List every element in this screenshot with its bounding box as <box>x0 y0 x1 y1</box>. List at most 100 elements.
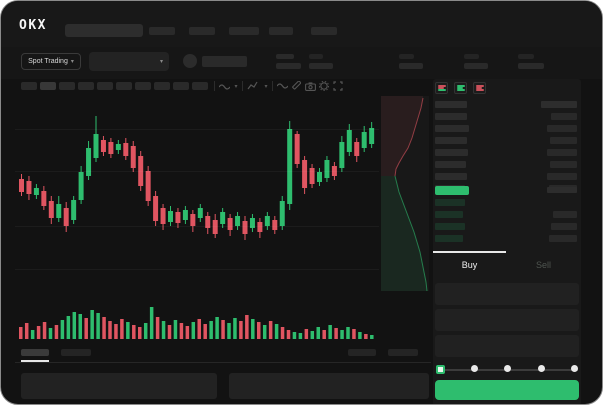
bottom-tab-2[interactable] <box>61 349 91 356</box>
stat-change-label <box>309 54 323 59</box>
ask-row-amount <box>547 149 577 156</box>
top-nav: OKX <box>1 1 602 47</box>
bid-row-price[interactable] <box>435 199 465 206</box>
amount-slider[interactable] <box>436 365 578 378</box>
slider-handle[interactable] <box>436 365 445 374</box>
nav-item-1[interactable] <box>149 27 175 35</box>
slider-stop-50pct[interactable] <box>504 365 511 372</box>
timeframe-button-1[interactable] <box>21 82 37 90</box>
orderbook-view-asks-icon[interactable] <box>473 82 486 94</box>
bottom-tab-active[interactable] <box>21 349 49 356</box>
timeframe-button-2[interactable] <box>40 82 56 90</box>
ask-row-price[interactable] <box>435 125 469 132</box>
wave-tool-icon[interactable] <box>276 80 288 92</box>
stat-low-label <box>464 54 479 59</box>
orderbook-col-amount <box>541 101 577 108</box>
timeframe-button-9[interactable] <box>173 82 189 90</box>
chevron-down-icon: ▾ <box>159 58 163 65</box>
ask-row-amount <box>547 173 577 180</box>
stat-change-value <box>309 63 333 69</box>
stat-high-value <box>399 63 423 69</box>
amount-input[interactable] <box>435 309 579 331</box>
orderbook-col-price <box>435 101 467 108</box>
ticker-bar: Spot Trading ▾ ▾ <box>1 47 602 79</box>
okx-logo: OKX <box>19 18 47 33</box>
ask-row-price[interactable] <box>435 113 467 120</box>
camera-screenshot-icon[interactable] <box>304 80 316 92</box>
timeframe-button-6[interactable] <box>116 82 132 90</box>
price-chart[interactable] <box>15 96 379 291</box>
stat-low-value <box>464 63 488 69</box>
bid-row-price[interactable] <box>435 223 465 230</box>
market-type-selector[interactable]: Spot Trading ▾ <box>21 53 81 70</box>
timeframe-button-7[interactable] <box>135 82 151 90</box>
ask-row-price[interactable] <box>435 161 466 168</box>
active-tab-underline <box>21 360 49 362</box>
bid-row-price[interactable] <box>435 235 463 242</box>
ask-row-amount <box>550 137 577 144</box>
coin-icon <box>183 54 197 68</box>
tab-buy[interactable]: Buy <box>461 260 478 270</box>
timeframe-button-8[interactable] <box>154 82 170 90</box>
volume-series <box>19 307 374 339</box>
slider-stop-100pct[interactable] <box>571 365 578 372</box>
candlestick-series <box>19 116 375 240</box>
orders-table-right <box>229 373 429 399</box>
search-input[interactable] <box>65 24 143 37</box>
line-type-icon[interactable] <box>218 80 230 92</box>
chart-toolbar: ▾ ▾ <box>1 79 431 95</box>
orderbook-trade-panel: Buy Sell <box>433 79 581 404</box>
depth-chart[interactable] <box>381 96 429 291</box>
bottom-panel-action-2[interactable] <box>388 349 418 356</box>
settings-gear-icon[interactable] <box>318 80 330 92</box>
ask-row-amount <box>547 125 577 132</box>
last-price-value <box>276 63 301 69</box>
trade-tabs: Buy Sell <box>433 251 581 275</box>
orderbook-view-all-icon[interactable] <box>435 82 448 94</box>
bottom-panel <box>1 345 431 404</box>
bid-row-price[interactable] <box>435 211 463 218</box>
ask-row-price[interactable] <box>435 173 467 180</box>
nav-item-4[interactable] <box>269 27 293 35</box>
price-input[interactable] <box>435 283 579 305</box>
timeframe-button-10[interactable] <box>192 82 208 90</box>
ask-row-amount <box>550 161 577 168</box>
slider-stop-75pct[interactable] <box>537 365 545 372</box>
ask-row-price[interactable] <box>435 149 468 156</box>
ask-row-amount <box>551 113 577 120</box>
bid-row-amount <box>549 235 577 242</box>
bottom-tab-bar <box>15 345 431 363</box>
tab-sell[interactable]: Sell <box>535 260 551 270</box>
last-price-label <box>276 54 294 59</box>
nav-item-5[interactable] <box>311 27 337 35</box>
stat-volume-value <box>518 63 544 69</box>
timeframe-button-5[interactable] <box>97 82 113 90</box>
bid-row-amount <box>553 211 577 218</box>
nav-item-2[interactable] <box>189 27 215 35</box>
bottom-panel-action-1[interactable] <box>348 349 376 356</box>
total-input[interactable] <box>435 335 579 357</box>
pair-selector[interactable]: ▾ <box>89 52 169 71</box>
last-price-amount-bar <box>547 187 577 193</box>
buy-tab-indicator <box>433 251 506 253</box>
orderbook-view-bids-icon[interactable] <box>454 82 467 94</box>
timeframe-button-4[interactable] <box>78 82 94 90</box>
orders-table-left <box>21 373 217 399</box>
fullscreen-icon[interactable] <box>332 80 344 92</box>
bid-row-amount <box>551 223 577 230</box>
volume-pane <box>15 293 379 339</box>
indicator-icon[interactable] <box>246 80 258 92</box>
chevron-down-icon: ▾ <box>70 58 74 65</box>
last-price-highlight[interactable] <box>435 186 469 195</box>
draw-pencil-icon[interactable] <box>290 80 302 92</box>
ask-row-price[interactable] <box>435 137 467 144</box>
chevron-down-icon[interactable]: ▾ <box>234 84 238 90</box>
nav-item-3[interactable] <box>229 27 259 35</box>
market-type-label: Spot Trading <box>28 58 68 65</box>
timeframe-button-3[interactable] <box>59 82 75 90</box>
slider-stop-25pct[interactable] <box>470 365 478 372</box>
chevron-down-icon[interactable]: ▾ <box>264 84 268 90</box>
buy-button[interactable] <box>435 380 579 400</box>
